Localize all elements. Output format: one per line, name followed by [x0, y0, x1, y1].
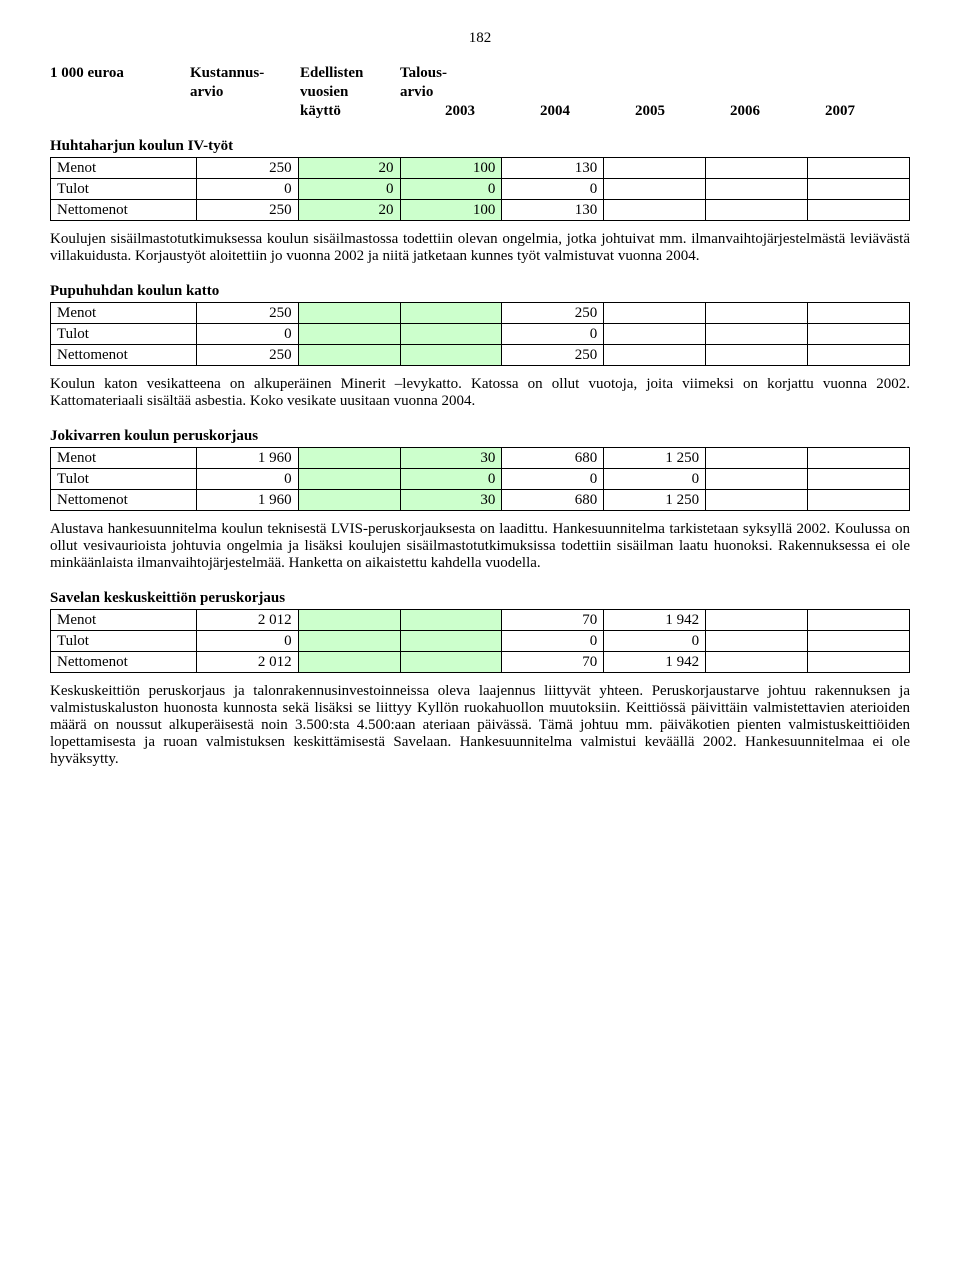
table-row: Tulot 0 0 0 [51, 631, 910, 652]
header-col3b: vuosien [300, 84, 400, 101]
table-pupuhuhdan: Menot 250 250 Tulot 0 0 Nettomenot 250 2… [50, 302, 910, 366]
paragraph-huhtaharju: Koulujen sisäilmastotutkimuksessa koulun… [50, 231, 910, 265]
page-number: 182 [50, 30, 910, 47]
table-row: Menot 2 012 70 1 942 [51, 610, 910, 631]
table-row: Tulot 0 0 0 0 [51, 179, 910, 200]
header-col3c: käyttö [300, 103, 400, 120]
header-col4b: arvio [400, 84, 490, 101]
table-header: 1 000 euroa Kustannus- Edellisten Talous… [50, 65, 910, 120]
table-row: Tulot 0 0 [51, 324, 910, 345]
table-row: Nettomenot 1 960 30 680 1 250 [51, 490, 910, 511]
year-2007: 2007 [780, 103, 875, 120]
year-2005: 2005 [590, 103, 685, 120]
year-2003: 2003 [400, 103, 495, 120]
paragraph-jokivarren: Alustava hankesuunnitelma koulun teknise… [50, 521, 910, 572]
section-title-pupuhuhdan: Pupuhuhdan koulun katto [50, 283, 910, 300]
header-col4a: Talous- [400, 65, 490, 82]
table-row: Menot 250 20 100 130 [51, 158, 910, 179]
section-title-savelan: Savelan keskuskeittiön peruskorjaus [50, 590, 910, 607]
table-savelan: Menot 2 012 70 1 942 Tulot 0 0 0 Nettome… [50, 609, 910, 673]
table-row: Nettomenot 250 20 100 130 [51, 200, 910, 221]
section-title-jokivarren: Jokivarren koulun peruskorjaus [50, 428, 910, 445]
table-row: Tulot 0 0 0 0 [51, 469, 910, 490]
header-col2a: Kustannus- [190, 65, 300, 82]
table-row: Menot 250 250 [51, 303, 910, 324]
table-jokivarren: Menot 1 960 30 680 1 250 Tulot 0 0 0 0 N… [50, 447, 910, 511]
table-row: Menot 1 960 30 680 1 250 [51, 448, 910, 469]
table-huhtaharju: Menot 250 20 100 130 Tulot 0 0 0 0 Netto… [50, 157, 910, 221]
paragraph-savelan: Keskuskeittiön peruskorjaus ja talonrake… [50, 683, 910, 768]
section-title-huhtaharju: Huhtaharjun koulun IV-työt [50, 138, 910, 155]
year-2006: 2006 [685, 103, 780, 120]
header-col2b: arvio [190, 84, 300, 101]
header-col3a: Edellisten [300, 65, 400, 82]
paragraph-pupuhuhdan: Koulun katon vesikatteena on alkuperäine… [50, 376, 910, 410]
table-row: Nettomenot 2 012 70 1 942 [51, 652, 910, 673]
table-row: Nettomenot 250 250 [51, 345, 910, 366]
header-col1: 1 000 euroa [50, 65, 190, 82]
year-2004: 2004 [495, 103, 590, 120]
